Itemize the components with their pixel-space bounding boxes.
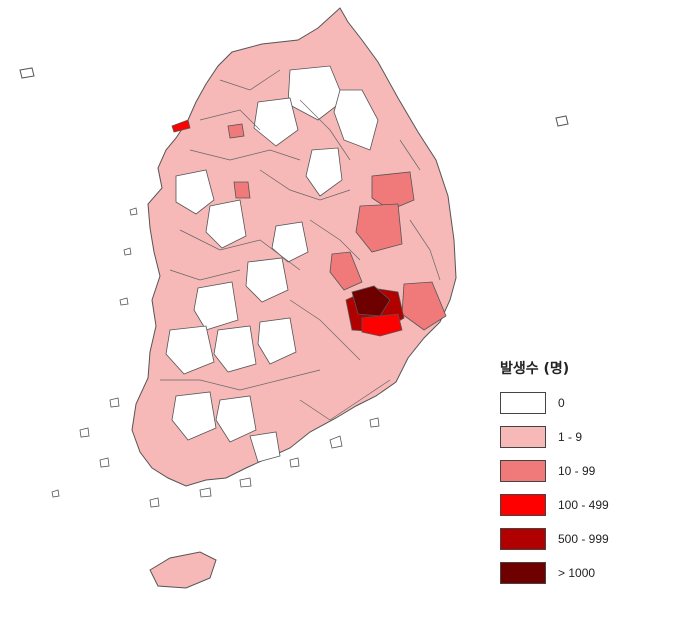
legend-items: 0 1 - 9 10 - 99 100 - 499 500 - 999 > 1000 — [500, 386, 670, 590]
region-10-99 — [371, 171, 415, 211]
legend-swatch — [500, 494, 546, 516]
region-over-1000 — [351, 285, 391, 317]
legend-label: > 1000 — [558, 566, 596, 580]
region-10-99 — [233, 181, 251, 199]
region-100-499 — [171, 119, 191, 133]
legend-item: 500 - 999 — [500, 522, 670, 556]
legend-swatch — [500, 392, 546, 414]
region-zero — [245, 257, 289, 303]
legend: 발생수 (명) 0 1 - 9 10 - 99 100 - 499 500 - 999 >… — [500, 358, 670, 590]
baengnyeong-island — [19, 67, 35, 79]
south-islands — [51, 417, 380, 508]
region-zero — [213, 325, 257, 373]
region-10-99 — [227, 123, 245, 139]
legend-swatch — [500, 426, 546, 448]
legend-title: 발생수 (명) — [500, 361, 570, 377]
legend-swatch — [500, 460, 546, 482]
region-zero — [257, 317, 297, 365]
region-zero — [215, 395, 257, 443]
legend-item: > 1000 — [500, 556, 670, 590]
legend-label: 500 - 999 — [558, 532, 609, 546]
region-zero — [205, 199, 247, 249]
legend-label: 100 - 499 — [558, 498, 609, 512]
ulleung-island — [555, 115, 569, 127]
region-zero — [175, 169, 215, 215]
legend-item: 0 — [500, 386, 670, 420]
region-zero — [253, 97, 299, 147]
region-10-99 — [355, 203, 403, 253]
region-zero — [171, 391, 217, 441]
legend-item: 1 - 9 — [500, 420, 670, 454]
region-zero — [193, 281, 239, 331]
legend-swatch — [500, 528, 546, 550]
region-zero — [333, 89, 379, 151]
legend-item: 100 - 499 — [500, 488, 670, 522]
region-10-99 — [329, 251, 363, 291]
region-100-499 — [361, 313, 403, 337]
region-zero — [249, 431, 281, 463]
region-zero — [165, 325, 215, 375]
legend-swatch — [500, 562, 546, 584]
jeju-island — [149, 551, 217, 589]
west-islands — [79, 207, 138, 468]
legend-label: 1 - 9 — [558, 430, 583, 444]
legend-label: 10 - 99 — [558, 464, 596, 478]
region-zero — [271, 221, 309, 263]
region-zero — [305, 147, 343, 197]
district-borders — [160, 69, 441, 421]
legend-item: 10 - 99 — [500, 454, 670, 488]
legend-label: 0 — [558, 396, 565, 410]
